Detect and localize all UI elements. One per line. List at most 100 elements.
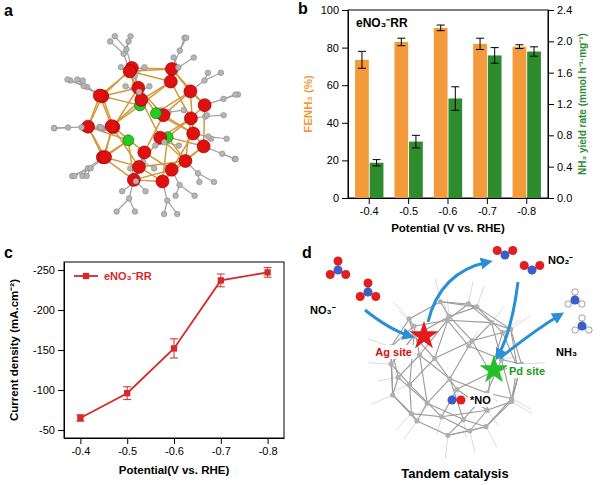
tick-label: 1.6: [557, 67, 572, 79]
error-cap: [437, 30, 445, 31]
atom: [578, 322, 587, 331]
tick-mark: [342, 48, 348, 49]
tick-label: -0.4: [71, 445, 90, 457]
ligand-atom: [205, 134, 211, 140]
ligand-atom: [232, 156, 238, 162]
cluster-edge: [417, 421, 448, 435]
panel-letter: a: [4, 2, 13, 19]
tick-label: -0.6: [165, 445, 184, 457]
label-patch: [546, 253, 575, 267]
cluster-edge: [420, 355, 450, 379]
ligand-atom: [88, 165, 94, 171]
y-axis: 020406080100: [321, 4, 349, 204]
error-stem: [401, 38, 402, 46]
cluster-edge: [393, 377, 398, 395]
tick: -0.5: [399, 198, 418, 217]
ligand-atom: [142, 64, 148, 70]
ligand-line: [468, 281, 473, 304]
ag-atom: [187, 127, 200, 140]
ligand-line: [512, 399, 532, 410]
error-cap: [264, 277, 272, 278]
ligand-line: [491, 307, 504, 323]
plot-frame: [348, 10, 548, 198]
cluster-edge: [411, 414, 441, 417]
cluster-edge: [457, 373, 491, 390]
error-stem: [455, 87, 456, 111]
atom: [572, 327, 578, 333]
cluster-node: [417, 352, 422, 357]
tick: -150: [33, 344, 64, 356]
tick-label: 40: [327, 117, 339, 129]
cluster-edge: [448, 419, 463, 435]
error-cap: [491, 63, 499, 64]
y-axis: -50-100-150-200-250: [33, 263, 65, 439]
tick: 20: [327, 154, 348, 166]
ligand-atom: [204, 112, 210, 118]
ligand-atom: [177, 48, 183, 54]
tick-mark: [548, 10, 554, 11]
error-bar: [412, 135, 420, 148]
ligand-line: [477, 285, 485, 307]
tick-mark: [369, 198, 370, 204]
ligand-line: [512, 402, 532, 414]
error-stem: [480, 38, 481, 49]
tick-label: -200: [33, 304, 55, 316]
bar: [394, 42, 408, 198]
marks: [76, 268, 271, 422]
error-cap: [530, 46, 538, 47]
cluster-edge: [447, 320, 491, 322]
error-cap: [123, 386, 131, 387]
atom: [501, 251, 510, 260]
ligand-atom: [118, 64, 124, 70]
ligand-atom: [211, 179, 217, 185]
tick-mark: [408, 198, 409, 204]
species-label: NH₃: [556, 346, 577, 358]
error-stem: [440, 25, 441, 31]
error-cap: [437, 25, 445, 26]
pd-site-marker: [480, 355, 509, 383]
ag-atom: [132, 81, 145, 94]
reaction-arrow: [365, 310, 410, 336]
legend: eNO₃⁻RR: [74, 270, 152, 282]
tick-label: 80: [327, 42, 339, 54]
cluster-node: [469, 338, 474, 343]
tick-label: -0.4: [360, 205, 379, 217]
tick: -0.7: [478, 198, 497, 217]
ligand-atom: [219, 151, 225, 157]
tick-label: -0.5: [399, 205, 418, 217]
cluster-node: [439, 414, 444, 419]
tick-label: 60: [327, 79, 339, 91]
tick-mark: [58, 310, 64, 311]
cluster-edge: [463, 419, 486, 426]
ligand-atom: [75, 77, 81, 83]
ligand-atom: [121, 51, 127, 57]
cluster-node: [389, 362, 394, 367]
species-label: *NO: [470, 394, 491, 406]
ligand-atom: [195, 171, 201, 177]
tick: -0.4: [71, 438, 90, 457]
ligand-line: [378, 377, 398, 380]
ligand-line: [399, 311, 414, 326]
cluster-edge: [450, 346, 469, 379]
tick-mark: [342, 10, 348, 11]
panel-letter: c: [4, 244, 13, 261]
label-patch: [373, 345, 414, 359]
tick-mark: [58, 390, 64, 391]
error-bar: [397, 38, 405, 46]
axis-line: [348, 11, 349, 199]
tick: -0.6: [165, 438, 184, 457]
tick: 1.6: [548, 67, 572, 79]
tick-label: 2.4: [557, 4, 572, 16]
atom: [571, 296, 580, 305]
ligand-line: [371, 395, 393, 405]
ligand-atom: [72, 173, 78, 179]
tick-label: 0.4: [557, 161, 572, 173]
ligand-atom: [233, 156, 239, 162]
cluster-node: [445, 318, 450, 323]
tick: -0.8: [259, 438, 278, 457]
tick: -50: [39, 424, 64, 436]
cluster-node: [500, 330, 505, 335]
cluster-node: [489, 320, 494, 325]
ligand-line: [445, 435, 448, 459]
legend-item: eNO₃⁻RR: [74, 270, 152, 282]
